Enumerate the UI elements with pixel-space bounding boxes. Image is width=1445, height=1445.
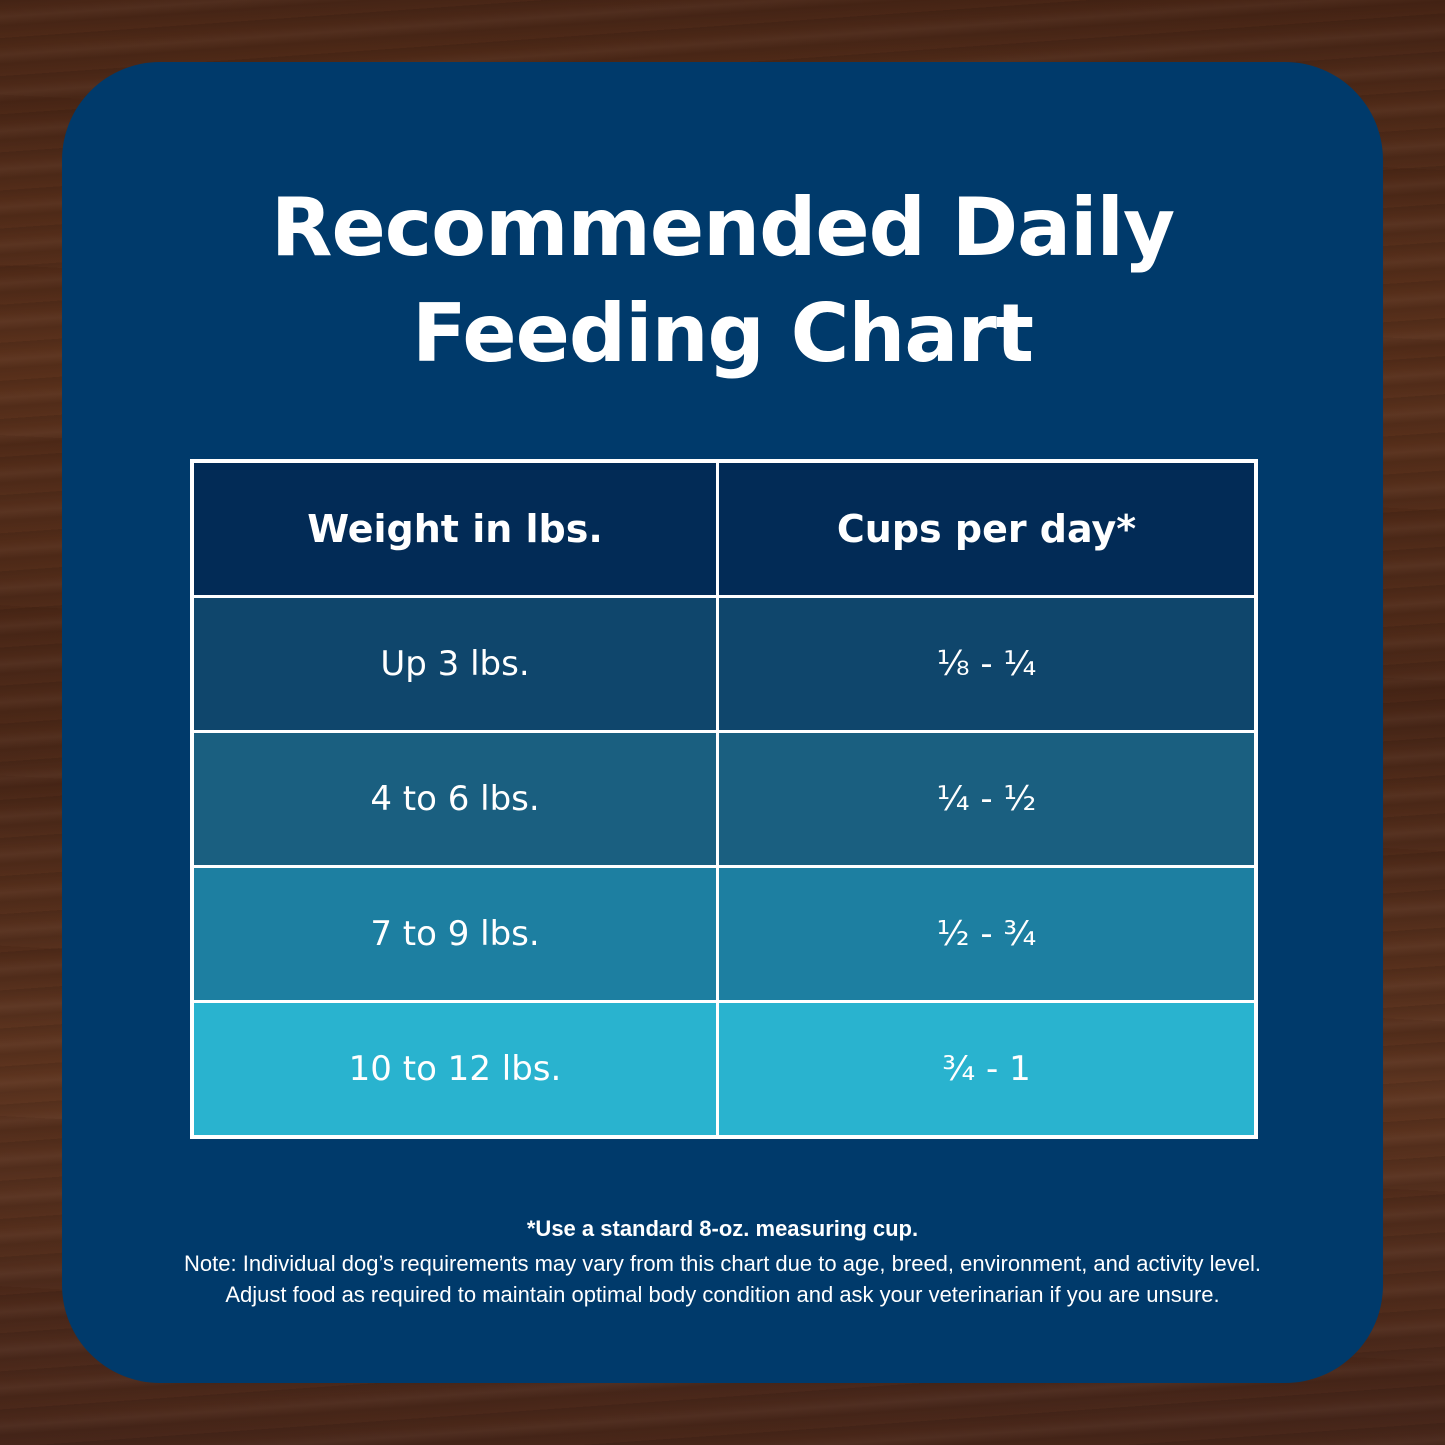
row-divider [194, 1000, 1254, 1003]
title-line-1: Recommended Daily [270, 181, 1175, 274]
note-line-2: Adjust food as required to maintain opti… [225, 1282, 1220, 1307]
feeding-table: Weight in lbs. Cups per day* Up 3 lbs. ⅛… [190, 459, 1258, 1139]
weight-cell: 4 to 6 lbs. [194, 733, 719, 865]
table-header-row: Weight in lbs. Cups per day* [194, 463, 1254, 595]
table-row: 7 to 9 lbs. ½ - ¾ [194, 868, 1254, 1000]
row-divider [194, 865, 1254, 868]
page-title: Recommended Daily Feeding Chart [0, 175, 1445, 387]
weight-cell: Up 3 lbs. [194, 598, 719, 730]
weight-cell: 10 to 12 lbs. [194, 1003, 719, 1135]
table-row: 10 to 12 lbs. ¾ - 1 [194, 1003, 1254, 1135]
title-line-2: Feeding Chart [411, 287, 1034, 380]
row-divider [194, 730, 1254, 733]
feeding-note: Note: Individual dog’s requirements may … [0, 1248, 1445, 1310]
note-line-1: Note: Individual dog’s requirements may … [184, 1251, 1261, 1276]
cups-cell: ¾ - 1 [942, 1049, 1031, 1089]
measuring-cup-footnote: *Use a standard 8-oz. measuring cup. [526, 1216, 919, 1241]
table-row: 4 to 6 lbs. ¼ - ½ [194, 733, 1254, 865]
header-cups: Cups per day* [836, 507, 1137, 551]
cups-cell: ⅛ - ¼ [936, 644, 1037, 684]
table-row: Up 3 lbs. ⅛ - ¼ [194, 598, 1254, 730]
row-divider [194, 595, 1254, 598]
cups-cell: ¼ - ½ [936, 779, 1037, 819]
weight-cell: 7 to 9 lbs. [194, 868, 719, 1000]
header-weight: Weight in lbs. [194, 463, 719, 595]
cups-cell: ½ - ¾ [936, 914, 1037, 954]
